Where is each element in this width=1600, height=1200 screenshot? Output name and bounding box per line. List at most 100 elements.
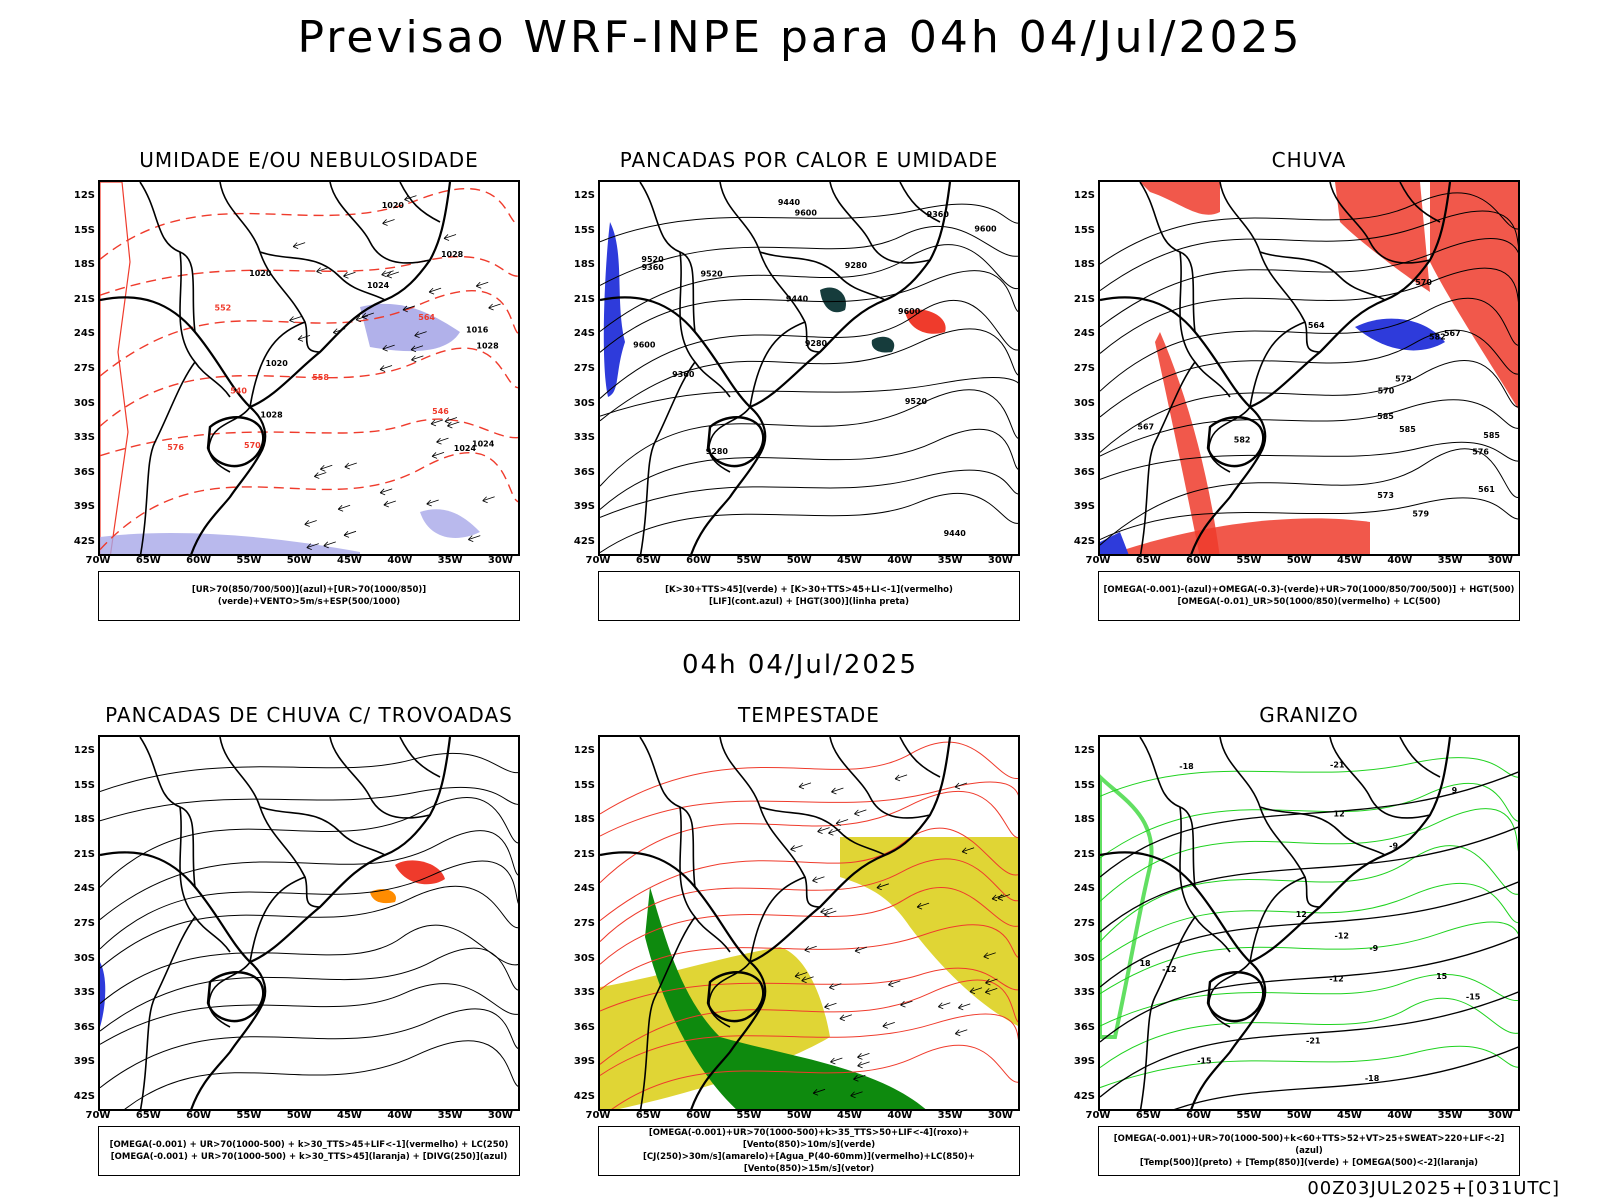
longitude-label: 70W (585, 555, 611, 566)
longitude-label: 55W (236, 1110, 262, 1121)
latitude-label: 12S (73, 190, 95, 201)
latitude-label: 24S (73, 883, 95, 895)
contour-label: 585 (1483, 431, 1500, 440)
latitude-label: 27S (573, 363, 595, 374)
contour-label: 9280 (706, 447, 729, 456)
latitude-label: 24S (573, 883, 595, 895)
longitude-label: 60W (186, 1110, 212, 1121)
main-title: Previsao WRF-INPE para 04h 04/Jul/2025 (297, 12, 1303, 63)
contour-label: 1016 (466, 326, 489, 335)
panel-title: GRANIZO (1259, 703, 1359, 727)
longitude-label: 40W (1387, 1110, 1413, 1121)
latitude-label: 15S (1073, 779, 1095, 791)
latitude-label: 12S (73, 745, 95, 756)
legend-line: [OMEGA(-0.001) + UR>70(1000-500) + k>30_… (109, 1140, 509, 1150)
longitude-label: 55W (236, 555, 262, 566)
contour-label: 9360 (672, 370, 695, 379)
panel-legend: [OMEGA(-0.001)+UR>70(1000-500)+k<60+TTS>… (1098, 1126, 1520, 1176)
contour-label: 1024 (472, 440, 495, 449)
contour-label: 12 (1334, 810, 1345, 819)
longitude-label: 65W (1135, 1110, 1161, 1121)
latitude-label: 42S (573, 1091, 595, 1102)
latitude-label: 21S (1073, 293, 1095, 305)
contour-label: 582 (1234, 436, 1251, 445)
longitude-label: 70W (85, 1110, 111, 1121)
panel-title: TEMPESTADE (738, 703, 880, 727)
contour-label: 1024 (454, 444, 477, 453)
contour-label: 570 (1378, 386, 1395, 395)
latitude-label: 39S (73, 1056, 95, 1068)
longitude-label: 55W (1236, 555, 1262, 566)
contour-label: 9600 (633, 340, 656, 349)
longitude-label: 65W (635, 1110, 661, 1121)
contour-label: 582 (1429, 333, 1446, 342)
longitude-label: 50W (1286, 1110, 1312, 1121)
latitude-label: 36S (573, 1021, 595, 1033)
map-canvas (100, 737, 518, 1109)
longitude-label: 70W (1085, 555, 1111, 566)
longitude-label: 60W (1186, 1110, 1212, 1121)
longitude-label: 30W (1487, 1110, 1513, 1121)
longitude-label: 45W (837, 1110, 862, 1121)
latitude-label: 18S (573, 259, 595, 271)
contour-label: 9520 (905, 397, 928, 406)
panel-legend: [OMEGA(-0.001) + UR>70(1000-500) + k>30_… (98, 1126, 520, 1176)
contour-label: 540 (230, 387, 247, 396)
longitude-label: 35W (937, 555, 963, 566)
contour-label: 1028 (476, 341, 499, 350)
contour-label: 9360 (642, 263, 665, 272)
legend-line: [OMEGA(-0.01)_UR>50(1000/850)(vermelho) … (1177, 597, 1441, 607)
latitude-label: 21S (73, 848, 95, 860)
latitude-label: 15S (73, 224, 95, 236)
contour-label: 546 (432, 407, 449, 416)
latitude-label: 12S (1073, 190, 1095, 201)
latitude-label: 42S (1073, 536, 1095, 547)
contour-label: 15 (1436, 972, 1448, 981)
contour-label: 576 (1472, 448, 1489, 457)
longitude-label: 35W (1437, 555, 1463, 566)
panel-title: UMIDADE E/OU NEBULOSIDADE (139, 148, 479, 172)
legend-line: [OMEGA(-0.001)+UR>70(1000-500)+k<60+TTS>… (1113, 1134, 1505, 1156)
latitude-label: 15S (1073, 224, 1095, 236)
longitude-label: 65W (135, 555, 161, 566)
contour-label: 9520 (700, 269, 723, 278)
latitude-label: 24S (1073, 328, 1095, 340)
contour-label: 552 (215, 304, 232, 313)
contour-label: 9600 (974, 224, 997, 233)
latitude-label: 30S (573, 952, 595, 964)
longitude-label: 50W (286, 555, 312, 566)
legend-line: [OMEGA(-0.001)+UR>70(1000-500)+k>35_TTS>… (648, 1128, 970, 1150)
panel-legend: [K>30+TTS>45](verde) + [K>30+TTS>45+LI<-… (598, 571, 1020, 621)
latitude-label: 33S (73, 432, 95, 444)
longitude-label: 50W (786, 555, 812, 566)
legend-line: [OMEGA(-0.001) + UR>70(1000-500) + k>30_… (110, 1152, 508, 1162)
contour-label: 1028 (441, 250, 464, 259)
longitude-label: 45W (1337, 1110, 1362, 1121)
latitude-label: 18S (1073, 814, 1095, 826)
longitude-label: 40W (887, 555, 913, 566)
longitude-label: 40W (387, 1110, 413, 1121)
latitude-label: 30S (73, 397, 95, 409)
contour-label: 18 (1139, 959, 1151, 968)
latitude-label: 21S (73, 293, 95, 305)
latitude-label: 27S (73, 918, 95, 929)
latitude-label: 36S (1073, 1021, 1095, 1033)
latitude-label: 15S (73, 779, 95, 791)
latitude-label: 39S (73, 501, 95, 513)
latitude-label: 36S (73, 466, 95, 478)
latitude-label: 30S (573, 397, 595, 409)
contour-label: 12 (1296, 910, 1307, 919)
latitude-label: 12S (573, 745, 595, 756)
contour-label: 9360 (927, 210, 950, 219)
latitude-label: 24S (73, 328, 95, 340)
contour-label: -9 (1389, 842, 1398, 851)
contour-label: 9440 (778, 198, 801, 207)
weather-map: 585 585 582 576 573 570 567 564 561 579 573 570 567 5… (1098, 180, 1520, 556)
contour-label: 585 (1399, 425, 1416, 434)
panel-legend: [OMEGA(-0.001)-(azul)+OMEGA(-0.3)-(verde… (1098, 571, 1520, 621)
latitude-label: 33S (1073, 987, 1095, 999)
longitude-label: 35W (1437, 1110, 1463, 1121)
latitude-label: 27S (1073, 918, 1095, 929)
panel-legend: [UR>70(850/700/500)](azul)+[UR>70(1000/8… (98, 571, 520, 621)
